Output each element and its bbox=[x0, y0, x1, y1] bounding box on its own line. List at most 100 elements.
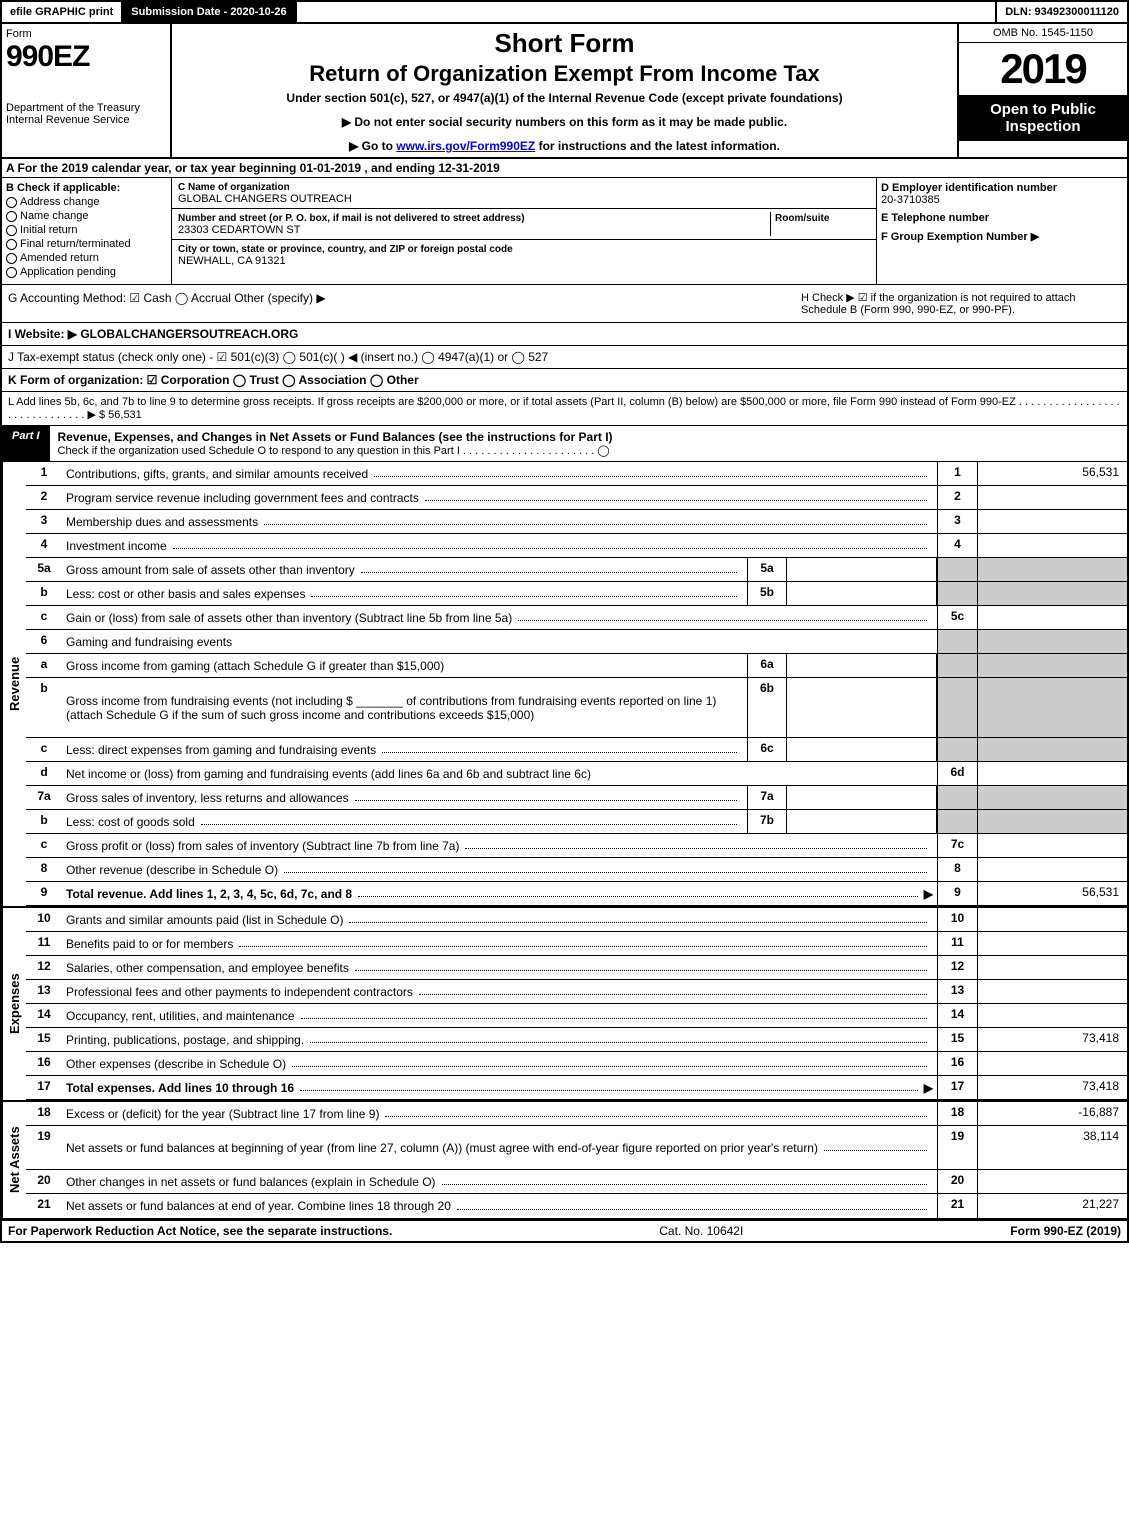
line-6a: aGross income from gaming (attach Schedu… bbox=[26, 654, 1127, 678]
col-c-org: C Name of organization GLOBAL CHANGERS O… bbox=[172, 178, 877, 284]
form-number: 990EZ bbox=[6, 40, 166, 74]
col-d-ids: D Employer identification number 20-3710… bbox=[877, 178, 1127, 284]
line-7c: cGross profit or (loss) from sales of in… bbox=[26, 834, 1127, 858]
line-14: 14Occupancy, rent, utilities, and mainte… bbox=[26, 1004, 1127, 1028]
irs-link[interactable]: www.irs.gov/Form990EZ bbox=[396, 139, 535, 153]
line-7a: 7aGross sales of inventory, less returns… bbox=[26, 786, 1127, 810]
chk-final-return[interactable]: Final return/terminated bbox=[6, 238, 167, 250]
return-title: Return of Organization Exempt From Incom… bbox=[180, 61, 949, 87]
col-b-head: B Check if applicable: bbox=[6, 182, 120, 194]
line-21: 21Net assets or fund balances at end of … bbox=[26, 1194, 1127, 1218]
short-form-title: Short Form bbox=[180, 28, 949, 59]
form-word: Form bbox=[6, 28, 166, 40]
line-3: 3Membership dues and assessments3 bbox=[26, 510, 1127, 534]
org-street-row: Number and street (or P. O. box, if mail… bbox=[172, 209, 876, 240]
city-value: NEWHALL, CA 91321 bbox=[178, 255, 286, 267]
line-4: 4Investment income4 bbox=[26, 534, 1127, 558]
footer-cat-no: Cat. No. 10642I bbox=[392, 1224, 1010, 1238]
line-18: 18Excess or (deficit) for the year (Subt… bbox=[26, 1102, 1127, 1126]
accounting-method: G Accounting Method: ☑ Cash ◯ Accrual Ot… bbox=[8, 291, 801, 316]
net-assets-section: Net Assets 18Excess or (deficit) for the… bbox=[0, 1100, 1129, 1220]
line-15: 15Printing, publications, postage, and s… bbox=[26, 1028, 1127, 1052]
city-label: City or town, state or province, country… bbox=[178, 244, 513, 255]
footer-form-ref: Form 990-EZ (2019) bbox=[1010, 1224, 1121, 1238]
row-a-taxyear: A For the 2019 calendar year, or tax yea… bbox=[0, 159, 1129, 178]
org-city-row: City or town, state or province, country… bbox=[172, 240, 876, 270]
line-10: 10Grants and similar amounts paid (list … bbox=[26, 908, 1127, 932]
dln-label: DLN: 93492300011120 bbox=[995, 2, 1127, 22]
tax-year: 2019 bbox=[959, 43, 1127, 95]
row-gh: G Accounting Method: ☑ Cash ◯ Accrual Ot… bbox=[0, 285, 1129, 323]
line-5c: cGain or (loss) from sale of assets othe… bbox=[26, 606, 1127, 630]
line-20: 20Other changes in net assets or fund ba… bbox=[26, 1170, 1127, 1194]
page-footer: For Paperwork Reduction Act Notice, see … bbox=[0, 1220, 1129, 1243]
form-title-box: Short Form Return of Organization Exempt… bbox=[172, 24, 957, 157]
chk-application-pending[interactable]: Application pending bbox=[6, 266, 167, 278]
footer-left: For Paperwork Reduction Act Notice, see … bbox=[8, 1224, 392, 1238]
line-13: 13Professional fees and other payments t… bbox=[26, 980, 1127, 1004]
line-17: 17Total expenses. Add lines 10 through 1… bbox=[26, 1076, 1127, 1100]
line-12: 12Salaries, other compensation, and empl… bbox=[26, 956, 1127, 980]
part1-header: Part I Revenue, Expenses, and Changes in… bbox=[0, 426, 1129, 462]
expenses-side-label: Expenses bbox=[2, 908, 26, 1100]
submission-date-button[interactable]: Submission Date - 2020-10-26 bbox=[123, 2, 296, 22]
net-assets-side-label: Net Assets bbox=[2, 1102, 26, 1218]
line-16: 16Other expenses (describe in Schedule O… bbox=[26, 1052, 1127, 1076]
ein-value: 20-3710385 bbox=[881, 194, 1123, 206]
line-1: 1Contributions, gifts, grants, and simil… bbox=[26, 462, 1127, 486]
row-j-tax-exempt: J Tax-exempt status (check only one) - ☑… bbox=[0, 346, 1129, 369]
info-grid: B Check if applicable: Address change Na… bbox=[0, 178, 1129, 285]
group-label: F Group Exemption Number ▶ bbox=[881, 231, 1039, 243]
tel-label: E Telephone number bbox=[881, 212, 989, 224]
room-label: Room/suite bbox=[775, 213, 829, 224]
part1-title: Revenue, Expenses, and Changes in Net As… bbox=[50, 426, 1127, 461]
ssn-warning: ▶ Do not enter social security numbers o… bbox=[180, 115, 949, 129]
goto-pre: ▶ Go to bbox=[349, 139, 396, 153]
line-19: 19Net assets or fund balances at beginni… bbox=[26, 1126, 1127, 1170]
revenue-section: Revenue 1Contributions, gifts, grants, a… bbox=[0, 462, 1129, 906]
street-label: Number and street (or P. O. box, if mail… bbox=[178, 213, 525, 224]
line-11: 11Benefits paid to or for members11 bbox=[26, 932, 1127, 956]
line-8: 8Other revenue (describe in Schedule O)8 bbox=[26, 858, 1127, 882]
line-6b: bGross income from fundraising events (n… bbox=[26, 678, 1127, 738]
line-6c: cLess: direct expenses from gaming and f… bbox=[26, 738, 1127, 762]
chk-initial-return[interactable]: Initial return bbox=[6, 224, 167, 236]
department-label: Department of the Treasury Internal Reve… bbox=[6, 102, 166, 126]
org-name: GLOBAL CHANGERS OUTREACH bbox=[178, 193, 352, 205]
form-header: Form 990EZ Department of the Treasury In… bbox=[0, 24, 1129, 159]
expenses-section: Expenses 10Grants and similar amounts pa… bbox=[0, 906, 1129, 1100]
line-5b: bLess: cost or other basis and sales exp… bbox=[26, 582, 1127, 606]
line-6d: dNet income or (loss) from gaming and fu… bbox=[26, 762, 1127, 786]
org-name-label: C Name of organization bbox=[178, 182, 290, 193]
efile-print-button[interactable]: efile GRAPHIC print bbox=[2, 2, 123, 22]
chk-address-change[interactable]: Address change bbox=[6, 196, 167, 208]
line-2: 2Program service revenue including gover… bbox=[26, 486, 1127, 510]
line-9: 9Total revenue. Add lines 1, 2, 3, 4, 5c… bbox=[26, 882, 1127, 906]
goto-post: for instructions and the latest informat… bbox=[535, 139, 780, 153]
row-l-gross-receipts: L Add lines 5b, 6c, and 7b to line 9 to … bbox=[0, 392, 1129, 426]
street-value: 23303 CEDARTOWN ST bbox=[178, 224, 300, 236]
under-section: Under section 501(c), 527, or 4947(a)(1)… bbox=[180, 91, 949, 105]
ein-label: D Employer identification number bbox=[881, 182, 1057, 194]
schedule-b-check: H Check ▶ ☑ if the organization is not r… bbox=[801, 291, 1121, 316]
line-7b: bLess: cost of goods sold7b bbox=[26, 810, 1127, 834]
form-left-box: Form 990EZ Department of the Treasury In… bbox=[2, 24, 172, 157]
revenue-side-label: Revenue bbox=[2, 462, 26, 906]
part1-label: Part I bbox=[2, 426, 50, 461]
goto-line: ▶ Go to www.irs.gov/Form990EZ for instru… bbox=[180, 139, 949, 153]
omb-number: OMB No. 1545-1150 bbox=[959, 24, 1127, 43]
row-a-text: A For the 2019 calendar year, or tax yea… bbox=[6, 161, 500, 175]
col-b-checkboxes: B Check if applicable: Address change Na… bbox=[2, 178, 172, 284]
row-k-form-org: K Form of organization: ☑ Corporation ◯ … bbox=[0, 369, 1129, 392]
org-name-row: C Name of organization GLOBAL CHANGERS O… bbox=[172, 178, 876, 209]
line-5a: 5aGross amount from sale of assets other… bbox=[26, 558, 1127, 582]
line-6: 6Gaming and fundraising events bbox=[26, 630, 1127, 654]
part1-sub: Check if the organization used Schedule … bbox=[58, 444, 1119, 457]
row-i-website: I Website: ▶ GLOBALCHANGERSOUTREACH.ORG bbox=[0, 323, 1129, 346]
chk-name-change[interactable]: Name change bbox=[6, 210, 167, 222]
open-inspection: Open to Public Inspection bbox=[959, 95, 1127, 141]
form-right-box: OMB No. 1545-1150 2019 Open to Public In… bbox=[957, 24, 1127, 157]
chk-amended-return[interactable]: Amended return bbox=[6, 252, 167, 264]
top-bar: efile GRAPHIC print Submission Date - 20… bbox=[0, 0, 1129, 24]
topbar-spacer bbox=[297, 2, 996, 22]
